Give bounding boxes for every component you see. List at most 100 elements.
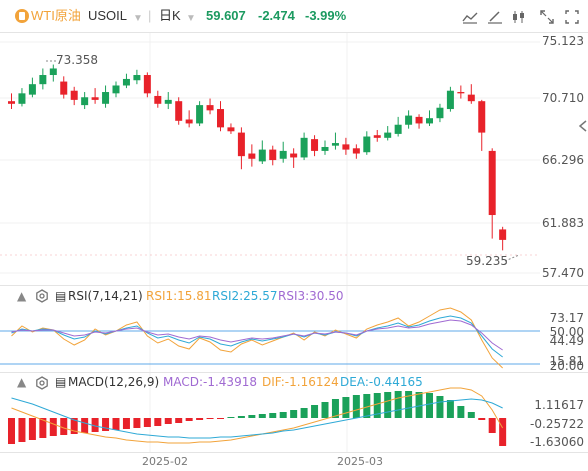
rsi-collapse-icon[interactable]: ▲ [17, 289, 27, 303]
macd-histogram-bar [446, 400, 454, 418]
macd-menu-icon[interactable]: ▤ [55, 375, 67, 389]
price-axis-label: 75.123 [542, 34, 584, 48]
candle-body [60, 81, 68, 95]
macd-histogram-bar [426, 393, 433, 418]
price-change-percent: -3.99% [305, 8, 347, 23]
dea-line [11, 397, 503, 439]
candle-body [102, 92, 110, 104]
candle-body [436, 107, 444, 119]
macd-histogram-bar [112, 418, 120, 430]
macd-histogram-bar [394, 391, 402, 418]
macd-histogram-bar [405, 391, 413, 418]
candle-body [488, 150, 496, 216]
rsi3-line [11, 319, 503, 351]
macd-collapse-icon[interactable]: ▲ [17, 375, 27, 389]
macd-histogram-bar [122, 418, 130, 429]
macd-histogram-bar [478, 418, 486, 420]
candle-body [290, 153, 298, 158]
candle-body [467, 94, 475, 102]
macd-histogram-bar [49, 418, 57, 436]
symbol-label[interactable]: USOIL [88, 8, 128, 23]
candle-body [18, 93, 26, 104]
macd-histogram-bar [39, 418, 47, 438]
macd-histogram-bar [8, 418, 15, 444]
instrument-name[interactable]: WTI原油 [31, 8, 81, 23]
macd-histogram-bar [206, 418, 214, 419]
candle-body [164, 99, 172, 104]
candle-body [237, 132, 245, 157]
macd-histogram-bar [18, 418, 26, 442]
macd-histogram-bar [352, 395, 360, 418]
candle-body [394, 124, 402, 134]
macd-histogram-bar [164, 418, 172, 424]
settings-icon[interactable] [563, 8, 581, 26]
high-price-annotation: 73.358 [56, 53, 98, 67]
candle-body [39, 75, 47, 85]
chart-type-icon[interactable] [510, 8, 528, 26]
candle-body [279, 150, 287, 159]
candle-body [499, 229, 507, 240]
rsi2-line [11, 315, 503, 358]
rsi-axis-label: 15.81 [549, 354, 584, 368]
candle-body [112, 85, 120, 94]
candle-body [352, 148, 360, 154]
macd-axis-label: -0.25722 [530, 417, 584, 431]
period-dropdown-icon[interactable]: ▼ [186, 13, 196, 24]
macd-histogram-bar [227, 417, 235, 418]
macd-histogram-bar [133, 418, 141, 428]
chart-header: WTI原油 USOIL ▼ | 日K ▼ 59.607 -2.474 -3.99… [0, 0, 588, 32]
candle-body [154, 95, 162, 104]
x-axis-divider [0, 452, 588, 453]
rsi-menu-icon[interactable]: ▤ [55, 289, 67, 303]
macd-histogram-bar [300, 408, 308, 418]
indicator-settings-icon[interactable] [461, 8, 479, 26]
macd-histogram-bar [185, 418, 193, 421]
candle-body [446, 90, 454, 110]
candle-body [405, 115, 413, 125]
candle-body [206, 105, 214, 111]
candle-body [185, 119, 193, 124]
rsi-axis-label: 50.00 [549, 325, 584, 339]
macd-histogram-bar [488, 418, 496, 433]
macd-histogram-bar [60, 418, 68, 435]
low-price-annotation: 59.235 [466, 254, 508, 268]
macd-histogram-bar [436, 396, 444, 418]
rsi3-value: RSI3:30.50 [278, 289, 344, 303]
dea-value: DEA:-0.44165 [340, 375, 423, 389]
macd-histogram-bar [467, 412, 475, 418]
macd-histogram-bar [154, 418, 162, 426]
fullscreen-icon[interactable] [538, 8, 556, 26]
macd-histogram-bar [499, 418, 507, 446]
candle-body [227, 127, 235, 132]
period-selector[interactable]: 日K [159, 8, 181, 23]
candle-body [363, 136, 371, 153]
price-axis-label: 61.883 [542, 216, 584, 230]
candle-body [258, 149, 266, 162]
macd-histogram-bar [175, 418, 183, 423]
rsi1-line [11, 307, 503, 369]
collapse-axis-icon[interactable] [574, 117, 588, 135]
candle-body [269, 149, 277, 161]
macd-histogram-bar [143, 418, 151, 427]
candle-body [81, 97, 89, 106]
candle-body [196, 105, 204, 124]
low-annotation-line [504, 254, 520, 262]
macd-settings-icon[interactable] [35, 376, 49, 393]
x-axis-label: 2025-03 [337, 455, 383, 468]
macd-histogram-bar [237, 416, 245, 418]
macd-axis-label: -1.63060 [530, 435, 584, 449]
macd-histogram-bar [415, 392, 423, 418]
macd-histogram-bar [91, 418, 99, 432]
candle-body [122, 78, 130, 86]
candle-body [342, 144, 350, 150]
candle-body [143, 75, 151, 94]
macd-axis-label: 1.11617 [534, 398, 584, 412]
symbol-dropdown-icon[interactable]: ▼ [133, 13, 143, 24]
candle-body [478, 101, 486, 133]
rsi-settings-icon[interactable] [35, 289, 49, 306]
macd-histogram-bar [342, 397, 350, 418]
macd-histogram-bar [457, 406, 465, 418]
draw-tool-icon[interactable] [486, 8, 504, 26]
candle-body [217, 109, 224, 128]
